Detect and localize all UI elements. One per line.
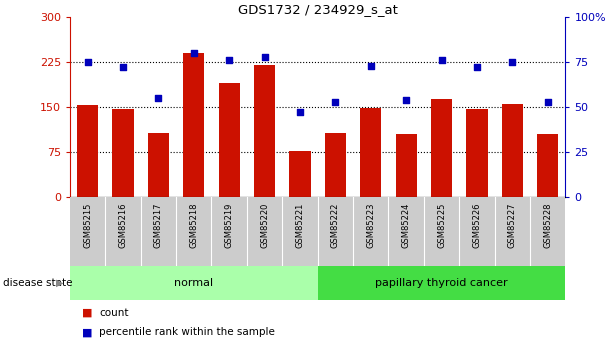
Title: GDS1732 / 234929_s_at: GDS1732 / 234929_s_at bbox=[238, 3, 398, 16]
Text: normal: normal bbox=[174, 278, 213, 288]
Text: GSM85217: GSM85217 bbox=[154, 202, 163, 248]
Text: GSM85225: GSM85225 bbox=[437, 202, 446, 248]
Bar bbox=[289, 151, 311, 197]
Text: papillary thyroid cancer: papillary thyroid cancer bbox=[375, 278, 508, 288]
Bar bbox=[466, 109, 488, 197]
Text: GSM85220: GSM85220 bbox=[260, 202, 269, 248]
Bar bbox=[112, 109, 134, 197]
Point bbox=[437, 58, 446, 63]
Text: GSM85224: GSM85224 bbox=[402, 202, 410, 248]
Point bbox=[118, 65, 128, 70]
Bar bbox=[219, 83, 240, 197]
Point bbox=[543, 99, 553, 104]
Bar bbox=[537, 135, 558, 197]
Point bbox=[154, 95, 164, 101]
Text: GSM85222: GSM85222 bbox=[331, 202, 340, 248]
Text: GSM85228: GSM85228 bbox=[543, 202, 552, 248]
Text: GSM85221: GSM85221 bbox=[295, 202, 305, 248]
Point bbox=[224, 58, 234, 63]
Text: GSM85223: GSM85223 bbox=[366, 202, 375, 248]
Bar bbox=[70, 266, 317, 300]
Point bbox=[508, 59, 517, 65]
Bar bbox=[325, 133, 346, 197]
Bar bbox=[360, 108, 381, 197]
Text: GSM85215: GSM85215 bbox=[83, 202, 92, 248]
Text: GSM85227: GSM85227 bbox=[508, 202, 517, 248]
Text: ■: ■ bbox=[82, 308, 92, 318]
Point bbox=[83, 59, 92, 65]
Bar bbox=[77, 105, 98, 197]
Bar bbox=[396, 135, 417, 197]
Point bbox=[260, 54, 269, 59]
Text: GSM85216: GSM85216 bbox=[119, 202, 128, 248]
Text: GSM85219: GSM85219 bbox=[225, 202, 233, 248]
Bar bbox=[502, 104, 523, 197]
Text: ▶: ▶ bbox=[56, 278, 63, 288]
Text: percentile rank within the sample: percentile rank within the sample bbox=[99, 327, 275, 337]
Point bbox=[401, 97, 411, 102]
Point bbox=[331, 99, 340, 104]
Text: GSM85218: GSM85218 bbox=[189, 202, 198, 248]
Bar bbox=[254, 65, 275, 197]
Bar bbox=[183, 53, 204, 197]
Bar bbox=[317, 266, 565, 300]
Point bbox=[295, 110, 305, 115]
Text: count: count bbox=[99, 308, 129, 318]
Point bbox=[366, 63, 376, 68]
Text: ■: ■ bbox=[82, 327, 92, 337]
Text: GSM85226: GSM85226 bbox=[472, 202, 482, 248]
Text: disease state: disease state bbox=[3, 278, 72, 288]
Point bbox=[472, 65, 482, 70]
Bar bbox=[431, 99, 452, 197]
Bar bbox=[148, 133, 169, 197]
Point bbox=[189, 50, 199, 56]
